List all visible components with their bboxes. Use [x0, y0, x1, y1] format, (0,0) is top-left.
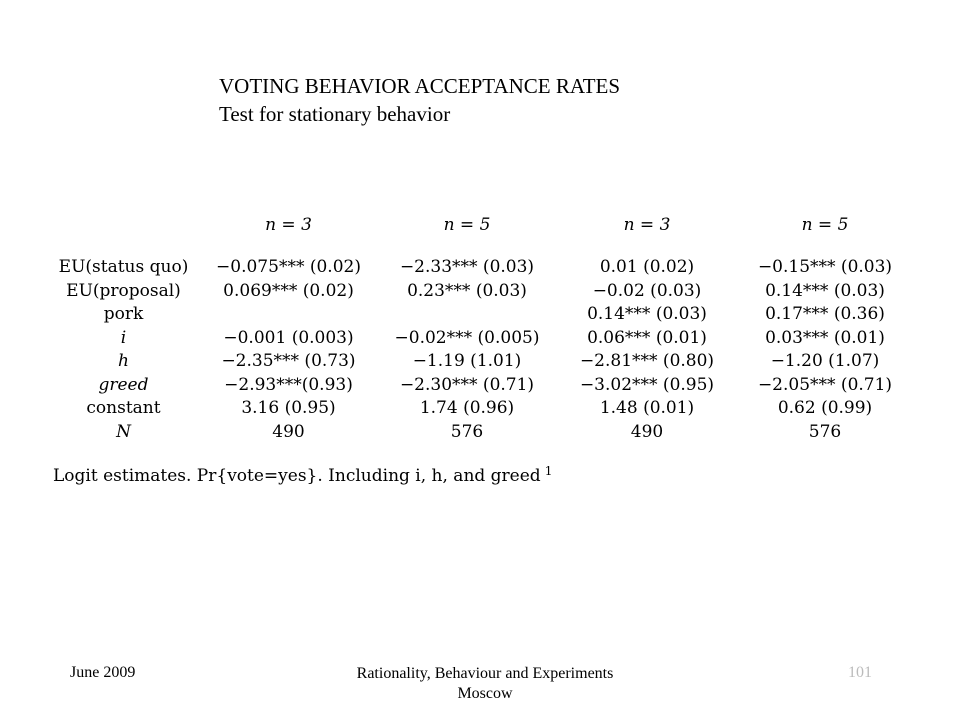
table-cell: −2.35*** (0.73): [221, 351, 356, 371]
table-spacer-row: [46, 240, 914, 256]
slide-title-block: VOTING BEHAVIOR ACCEPTANCE RATES Test fo…: [219, 72, 620, 128]
footer-date: June 2009: [70, 664, 136, 681]
table-header-row: n = 3 n = 5 n = 3 n = 5: [46, 210, 914, 240]
table-cell: 3.16 (0.95): [241, 398, 336, 418]
table-row: pork 0.14*** (0.03) 0.17*** (0.36): [46, 303, 914, 327]
table-cell: 0.06*** (0.01): [587, 327, 707, 348]
table-cell: 1.74 (0.96): [419, 398, 515, 418]
table-cell: 0.23*** (0.03): [407, 280, 527, 301]
table-cell: [376, 303, 558, 327]
row-label: h: [118, 351, 129, 371]
table-cell: 1.48 (0.01): [599, 398, 695, 418]
table-cell: 576: [808, 421, 842, 442]
table-cell: −0.02 (0.03): [592, 280, 702, 301]
table-cell: 0.14*** (0.03): [587, 304, 707, 324]
table-cell: −0.075*** (0.02): [216, 257, 361, 277]
table-row: N 490 576 490 576: [46, 421, 914, 445]
column-header: n = 3: [265, 215, 312, 235]
row-label: greed: [98, 374, 149, 395]
table-cell: −0.001 (0.003): [223, 327, 354, 348]
table-cell: 0.17*** (0.36): [765, 304, 885, 324]
table-cell: [201, 303, 376, 327]
footnote-mark: 1: [544, 464, 553, 478]
column-header: n = 5: [801, 215, 849, 235]
row-label: constant: [86, 398, 161, 418]
table-row: constant 3.16 (0.95) 1.74 (0.96) 1.48 (0.01…: [46, 397, 914, 421]
table-cell: −2.30*** (0.71): [399, 374, 535, 395]
table-cell: 0.01 (0.02): [599, 257, 695, 277]
table-cell: 0.03*** (0.01): [765, 327, 885, 348]
row-label: EU(status quo): [58, 257, 189, 277]
table-row: EU(status quo) −0.075*** (0.02) −2.33*** (…: [46, 256, 914, 280]
table-cell: 490: [272, 421, 305, 442]
table-cell: 576: [450, 421, 484, 442]
table-cell: −2.93***(0.93): [224, 374, 353, 395]
table-cell: −2.81*** (0.80): [579, 351, 715, 371]
row-label: i: [120, 327, 127, 348]
table-cell: −1.20 (1.07): [770, 351, 880, 371]
column-header: n = 5: [443, 215, 491, 235]
table-cell: −0.15*** (0.03): [757, 257, 893, 277]
table-cell: 0.62 (0.99): [777, 398, 873, 418]
table-body: EU(status quo) −0.075*** (0.02) −2.33*** (…: [46, 240, 914, 444]
table-row: greed −2.93***(0.93) −2.30*** (0.71) −3.02*…: [46, 374, 914, 398]
table-note: Logit estimates. Pr{vote=yes}. Including…: [53, 464, 552, 486]
row-label: pork: [103, 304, 144, 324]
table-cell: 490: [630, 421, 664, 442]
table-cell: −3.02*** (0.95): [579, 374, 715, 395]
table-row: EU(proposal) 0.069*** (0.02) 0.23*** (0.03…: [46, 280, 914, 304]
table-cell: −1.19 (1.01): [412, 351, 522, 371]
slide-number: 101: [848, 664, 872, 681]
column-header: n = 3: [623, 215, 671, 235]
row-label: N: [116, 421, 131, 442]
table-cell: 0.14*** (0.03): [765, 280, 885, 301]
row-label-header: [46, 210, 201, 240]
table-cell: −2.33*** (0.03): [399, 257, 535, 277]
table-cell: −2.05*** (0.71): [757, 374, 893, 395]
footer-title-line2: Moscow: [457, 685, 513, 702]
table-row: i −0.001 (0.003) −0.02*** (0.005) 0.06*** (…: [46, 327, 914, 351]
row-label: EU(proposal): [66, 280, 181, 301]
table-cell: −0.02*** (0.005): [394, 327, 540, 348]
footer-title-line1: Rationality, Behaviour and Experiments: [356, 665, 614, 682]
slide-title: VOTING BEHAVIOR ACCEPTANCE RATES: [219, 74, 621, 98]
logit-results-table: n = 3 n = 5 n = 3 n = 5 EU(status quo) −0…: [46, 210, 914, 444]
table-note-text: Logit estimates. Pr{vote=yes}. Including…: [53, 466, 541, 486]
footer-title: Rationality, Behaviour and Experiments M…: [300, 664, 670, 704]
slide-subtitle: Test for stationary behavior: [219, 102, 451, 126]
table-row: h −2.35*** (0.73) −1.19 (1.01) −2.81*** (0.…: [46, 350, 914, 374]
table-cell: 0.069*** (0.02): [223, 280, 354, 301]
